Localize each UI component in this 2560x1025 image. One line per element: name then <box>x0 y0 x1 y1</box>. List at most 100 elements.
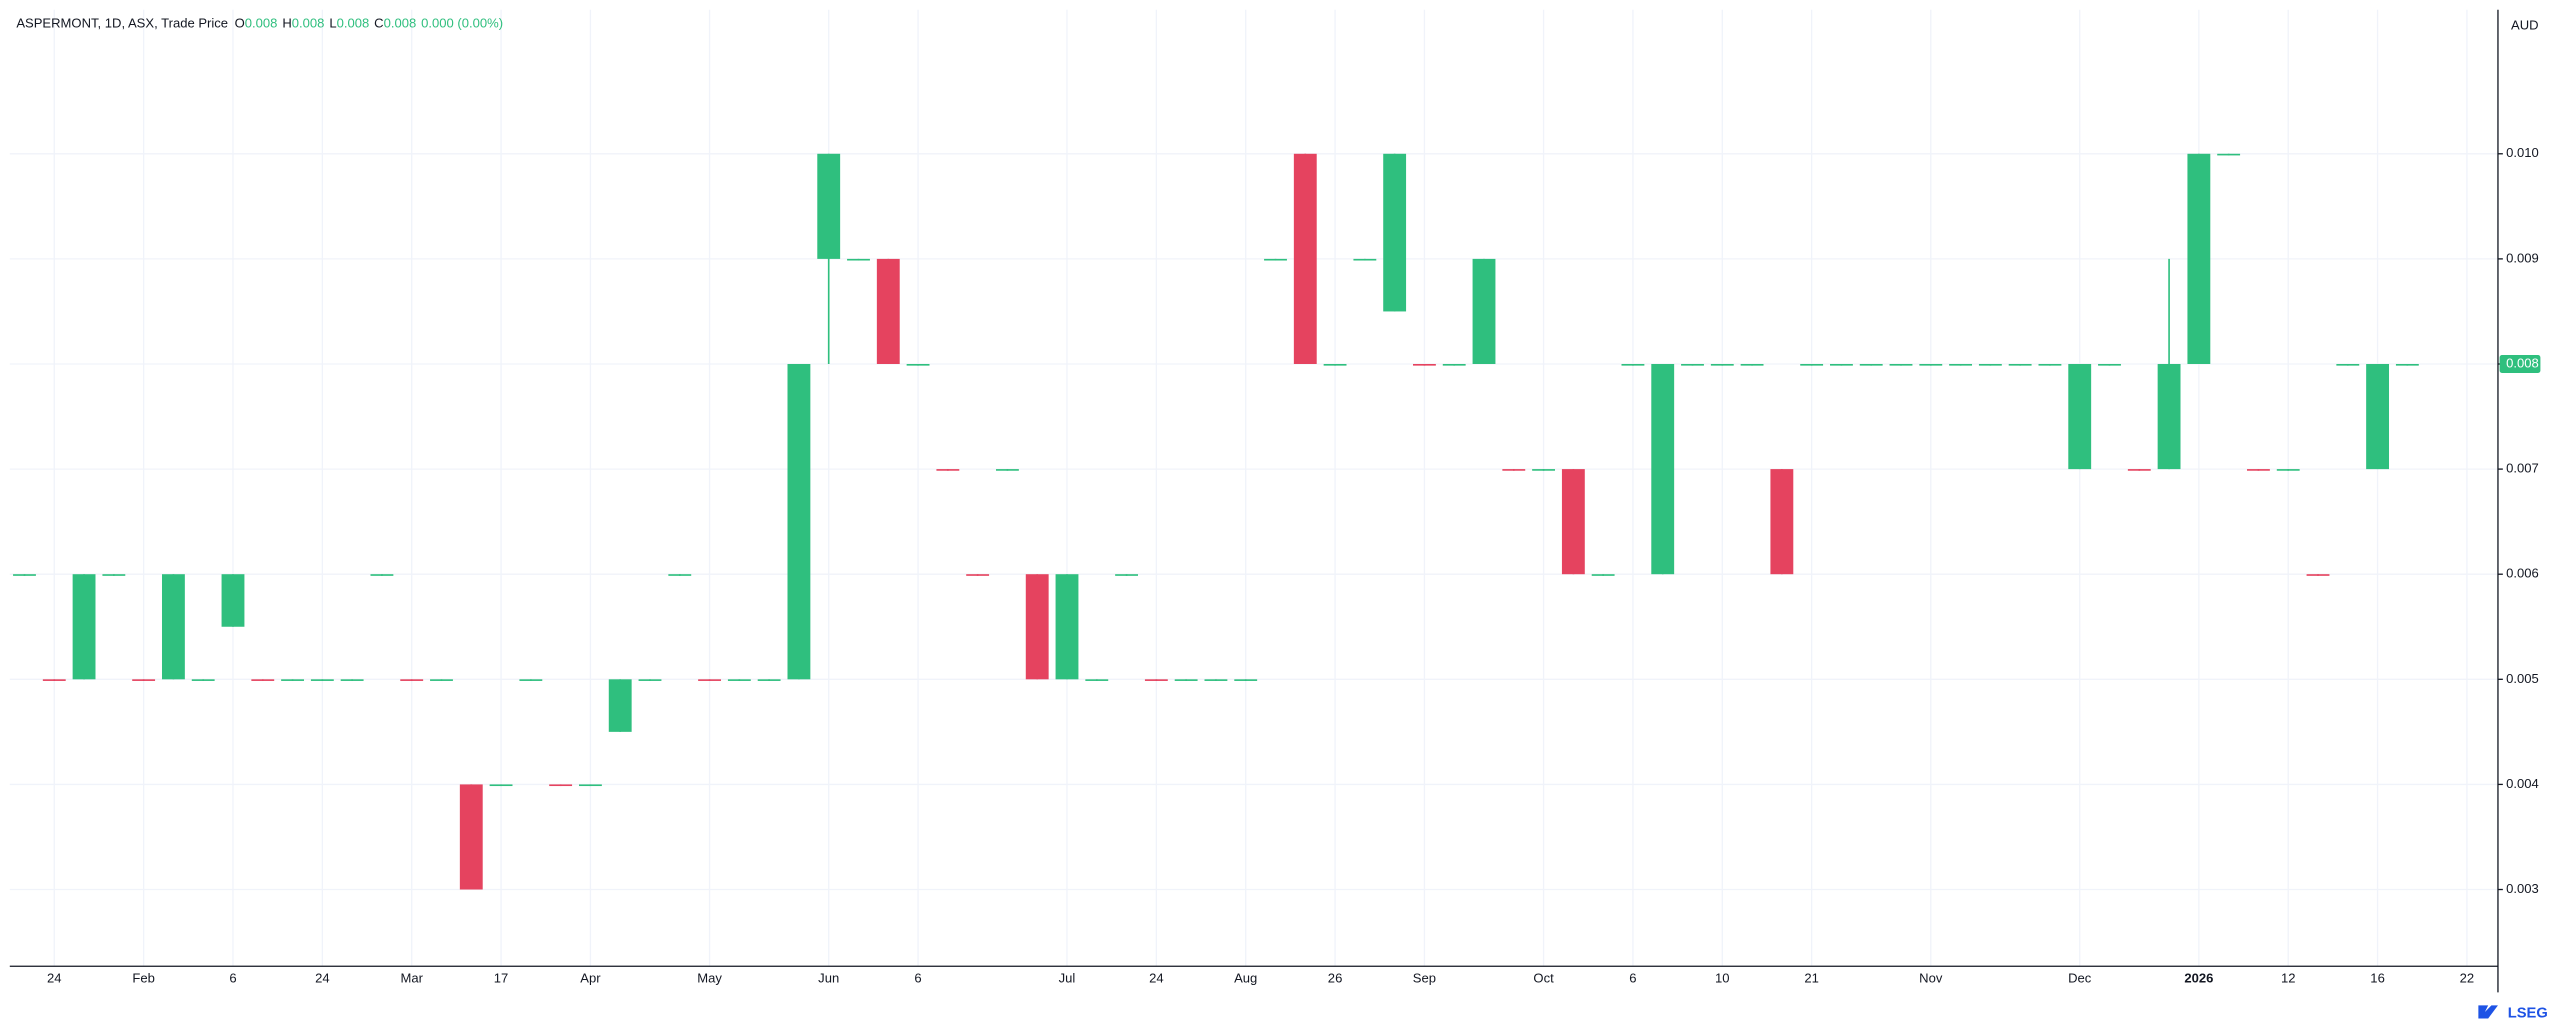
candle-body <box>549 784 573 787</box>
candle-body <box>2068 363 2092 470</box>
x-tick-label: 2026 <box>2184 971 2213 986</box>
candle-body <box>876 258 900 364</box>
candle-body <box>132 679 156 681</box>
y-tick-label: 0.004 <box>2506 776 2539 791</box>
candle-body <box>370 574 394 576</box>
candle-body <box>489 784 513 787</box>
ohlc-value: 0.008 <box>292 16 325 31</box>
x-tick-label: 6 <box>229 971 236 986</box>
candle-body <box>2336 363 2360 366</box>
candles <box>13 153 2419 890</box>
candle-body <box>698 679 721 681</box>
candle-body <box>1502 469 1526 471</box>
candle-body <box>1651 363 1675 575</box>
candle-body <box>817 153 841 259</box>
x-tick-label: Sep <box>1413 971 1436 986</box>
x-tick-label: 24 <box>1149 971 1164 986</box>
x-tick-label: 26 <box>1328 971 1343 986</box>
candle-body <box>1889 363 1913 366</box>
last-price-label: 0.008 <box>2506 355 2539 370</box>
candle-body <box>2247 469 2270 471</box>
candle-body <box>2276 469 2300 471</box>
candle-body <box>2217 153 2241 156</box>
candle-body <box>906 363 930 366</box>
candle-body <box>1710 363 1734 366</box>
candle-body <box>1681 363 1704 366</box>
candle-body <box>2395 363 2419 366</box>
candle-body <box>1859 363 1883 366</box>
x-tick-label: Feb <box>132 971 154 986</box>
candle-body <box>42 679 66 681</box>
logo-icon <box>2478 1005 2498 1019</box>
x-tick-label: 24 <box>315 971 330 986</box>
y-tick-label: 0.009 <box>2506 250 2539 265</box>
x-tick-label: Jun <box>818 971 839 986</box>
ohlc-label: C <box>374 16 383 31</box>
candle-body <box>340 679 364 681</box>
x-tick-label: 24 <box>47 971 62 986</box>
candle-body <box>281 679 304 681</box>
candle-body <box>1323 363 1347 366</box>
x-tick-label: Dec <box>2068 971 2092 986</box>
candle-body <box>1442 363 1466 366</box>
candle-body <box>1472 258 1496 364</box>
candle-body <box>1413 363 1436 366</box>
candle-body <box>2127 469 2151 471</box>
x-tick-label: 21 <box>1804 971 1819 986</box>
candle-body <box>1293 153 1317 364</box>
x-tick-label: 12 <box>2281 971 2296 986</box>
candle-body <box>2008 363 2032 366</box>
y-tick-label: 0.003 <box>2506 881 2539 896</box>
x-tick-label: Apr <box>580 971 601 986</box>
y-tick-label: 0.005 <box>2506 671 2539 686</box>
candle-body <box>1204 679 1228 681</box>
candle-body <box>161 574 185 680</box>
ohlc-value: 0.008 <box>337 16 370 31</box>
ohlc-label: O <box>235 16 245 31</box>
candle-body <box>1532 469 1556 471</box>
candle-body <box>847 258 870 261</box>
candle-body <box>1621 363 1645 366</box>
candle-body <box>1383 153 1407 312</box>
candle-body <box>519 679 543 681</box>
last-price-box <box>2499 355 2541 373</box>
candle-body <box>1115 574 1138 576</box>
ohlc-value: 0.008 <box>384 16 417 31</box>
ohlc-values: O0.008 H0.008 L0.008 C0.008 <box>235 16 417 31</box>
candle-body <box>2157 363 2181 470</box>
candle-body <box>400 679 424 681</box>
change: 0.000 (0.00%) <box>421 16 503 31</box>
candle-body <box>2038 363 2062 366</box>
ohlc-label: L <box>329 16 336 31</box>
candle-body <box>1234 679 1258 681</box>
candle-body <box>1800 363 1824 366</box>
candle-body <box>102 574 126 576</box>
x-tick-label: May <box>697 971 722 986</box>
candle-body <box>1740 363 1764 366</box>
candle-body <box>1353 258 1377 261</box>
chart-legend: ASPERMONT, 1D, ASX, Trade Price O0.008 H0.… <box>16 16 503 31</box>
candle-body <box>757 679 781 681</box>
x-tick-label: 22 <box>2460 971 2475 986</box>
y-tick-label: 0.006 <box>2506 566 2539 581</box>
candle-body <box>1264 258 1287 261</box>
candle-body <box>2187 153 2211 364</box>
candle-body <box>191 679 215 681</box>
x-tick-label: 17 <box>494 971 509 986</box>
x-tick-label: Mar <box>400 971 423 986</box>
candle-body <box>2098 363 2121 366</box>
candle-body <box>1770 469 1794 575</box>
candle-body <box>1055 574 1079 680</box>
candle-body <box>1978 363 2002 366</box>
x-tick-label: 6 <box>914 971 921 986</box>
logo-text: LSEG <box>2508 1005 2548 1021</box>
x-tick-label: Oct <box>1533 971 1554 986</box>
candle-body <box>787 363 811 680</box>
y-tick-label: 0.007 <box>2506 461 2539 476</box>
candle-body <box>72 574 96 680</box>
candle-body <box>251 679 275 681</box>
y-tick-label: 0.010 <box>2506 145 2539 160</box>
candle-body <box>668 574 692 576</box>
candle-body <box>459 784 483 890</box>
